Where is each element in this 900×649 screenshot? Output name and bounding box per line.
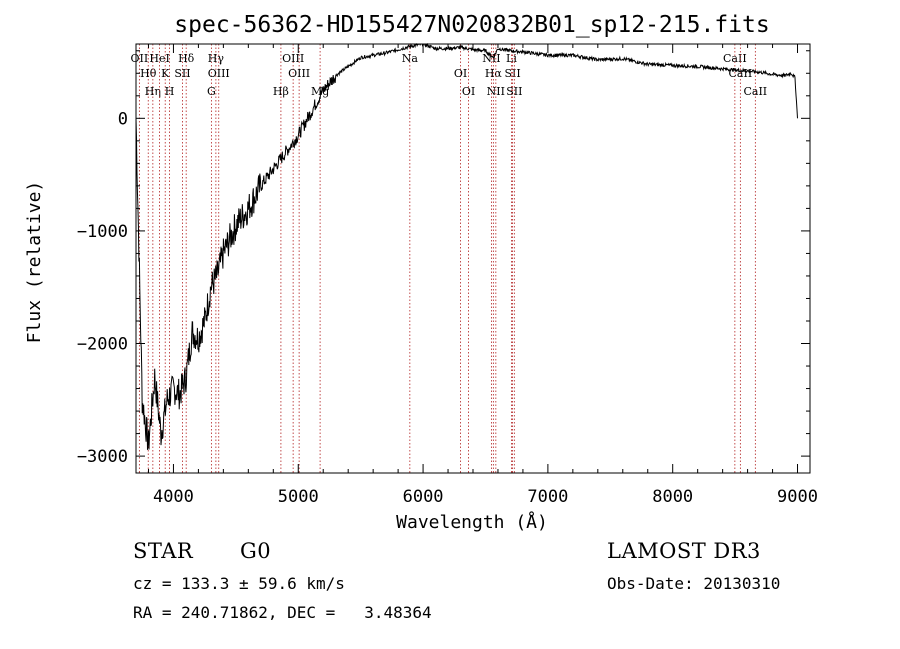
series-line — [135, 42, 798, 450]
line-marker-label: H — [165, 85, 175, 98]
x-tick-label: 8000 — [652, 487, 693, 507]
object-subclass: G0 — [240, 539, 272, 563]
line-marker-label: NII — [487, 85, 505, 98]
redshift-text: cz = 133.3 ± 59.6 km/s — [133, 574, 345, 593]
line-markers: OIIHθHηHeIKHHδSIIGHγOIIIHβOIIIOIIIMgNaOI… — [131, 44, 767, 473]
line-marker-label: OII — [131, 52, 149, 65]
line-marker-label: SII — [506, 85, 522, 98]
series-layer — [135, 42, 798, 450]
x-axis-label: Wavelength (Å) — [396, 511, 548, 533]
line-marker-label: SII — [504, 67, 520, 80]
coordinates-text: RA = 240.71862, DEC = 3.48364 — [133, 603, 432, 622]
line-marker-label: Hα — [485, 67, 503, 80]
survey-name: LAMOST DR3 — [607, 539, 761, 563]
line-marker-label: Hδ — [178, 52, 195, 65]
x-tick-label: 5000 — [278, 487, 319, 507]
line-marker-label: OI — [454, 67, 467, 80]
line-marker-label: SII — [174, 67, 190, 80]
line-marker-label: Hη — [145, 85, 161, 98]
y-axis-label: Flux (relative) — [24, 181, 45, 344]
line-marker-label: Li — [506, 52, 517, 65]
line-marker-label: OIII — [288, 67, 310, 80]
line-marker-label: HeI — [149, 52, 169, 65]
line-marker-label: Hθ — [140, 67, 157, 80]
line-marker-label: Na — [402, 52, 419, 65]
line-marker-label: Hγ — [208, 52, 225, 65]
line-marker-label: Hβ — [273, 85, 289, 98]
line-marker-label: CaII — [723, 52, 747, 65]
line-marker-label: CaII — [743, 85, 767, 98]
chart-title: spec-56362-HD155427N020832B01_sp12-215.f… — [174, 12, 769, 38]
line-marker-label: G — [207, 85, 216, 98]
line-marker-label: NII — [482, 52, 500, 65]
y-tick-label: 0 — [118, 109, 128, 129]
line-marker-label: OIII — [282, 52, 304, 65]
x-tick-label: 7000 — [527, 487, 568, 507]
x-tick-label: 9000 — [777, 487, 818, 507]
object-class: STAR — [133, 539, 194, 563]
y-tick-label: −1000 — [77, 222, 128, 242]
x-tick-label: 4000 — [153, 487, 194, 507]
line-marker-label: OIII — [208, 67, 230, 80]
axes: 4000 5000 6000 7000 8000 9000 0 −1000 −2000 −3000 — [77, 44, 818, 507]
line-marker-label: OI — [462, 85, 475, 98]
y-tick-label: −3000 — [77, 447, 128, 467]
x-tick-label: 6000 — [403, 487, 444, 507]
plot-frame — [135, 43, 811, 474]
y-tick-label: −2000 — [77, 335, 128, 355]
line-marker-label: K — [161, 67, 170, 80]
obs-date-text: Obs-Date: 20130310 — [607, 574, 781, 593]
